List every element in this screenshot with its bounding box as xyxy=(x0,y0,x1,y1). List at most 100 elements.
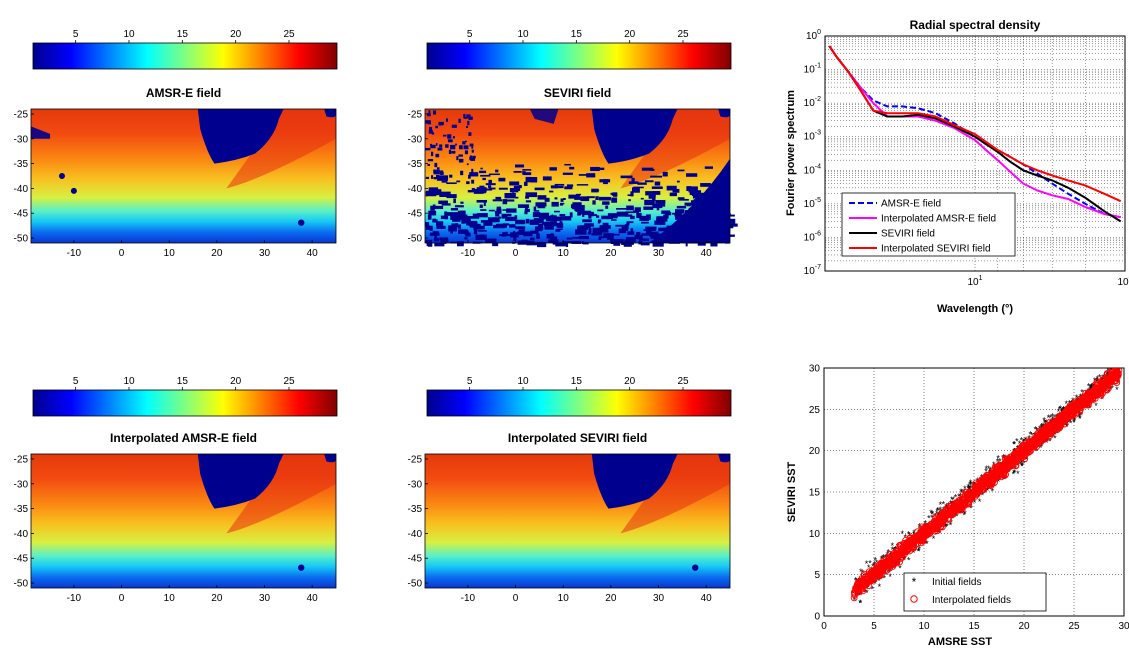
colorbar-tick-label: 5 xyxy=(467,376,473,387)
map-y-tick-label: -40 xyxy=(14,529,29,540)
scatter-point-interpolated xyxy=(1053,423,1061,431)
scatter-point-initial: * xyxy=(1001,452,1005,462)
scatter-point-initial: * xyxy=(1022,436,1026,446)
legend-label-initial: Initial fields xyxy=(932,577,981,588)
scatter-point-initial: * xyxy=(871,585,875,595)
scatter-point-interpolated xyxy=(853,583,861,591)
map-x-tick-label: -10 xyxy=(461,248,476,259)
scatter-point-initial: * xyxy=(917,546,921,556)
colorbar xyxy=(32,42,338,70)
spectrum-xlabel: Wavelength (°) xyxy=(937,303,1013,315)
scatter-point-initial: * xyxy=(963,511,967,521)
scatter-point-initial: * xyxy=(1013,440,1017,450)
scatter-point-initial: * xyxy=(1072,417,1076,427)
scatter-point-initial: * xyxy=(1043,417,1047,427)
colorbar-tick-label: 15 xyxy=(571,29,583,40)
map-x-tick-label: 30 xyxy=(653,593,665,604)
map-y-tick-label: -25 xyxy=(408,109,423,120)
scatter-point-interpolated xyxy=(1084,390,1092,398)
scatter-point-initial: * xyxy=(1048,436,1052,446)
scatter-point-initial: * xyxy=(985,485,989,495)
scatter-point-interpolated xyxy=(965,488,973,496)
scatter-point-initial: * xyxy=(1091,381,1095,391)
colorbar-tick-label: 25 xyxy=(283,29,295,40)
scatter-x-tick-label: 5 xyxy=(871,621,877,632)
scatter-point-initial: * xyxy=(931,509,935,519)
scatter-point-interpolated xyxy=(889,563,897,570)
scatter-point-interpolated xyxy=(1053,418,1061,426)
scatter-point-initial: * xyxy=(1015,436,1019,446)
scatter-point-initial: * xyxy=(1001,454,1005,464)
scatter-point-initial: * xyxy=(871,561,875,571)
scatter-point-interpolated xyxy=(868,574,876,582)
scatter-point-initial: * xyxy=(969,480,973,490)
scatter-point-interpolated xyxy=(989,473,997,481)
scatter-point-initial: * xyxy=(1020,461,1024,471)
scatter-point-interpolated xyxy=(887,555,895,563)
scatter-point-interpolated xyxy=(917,531,924,538)
scatter-point-initial: * xyxy=(944,522,948,532)
map-x-tick-label: 30 xyxy=(653,248,665,259)
legend-series-label: Interpolated SEVIRI field xyxy=(881,244,991,255)
scatter-point-initial: * xyxy=(1005,469,1009,479)
scatter-point-interpolated xyxy=(1012,462,1020,470)
scatter-point-initial: * xyxy=(951,495,955,505)
scatter-point-initial: * xyxy=(1098,372,1102,382)
scatter-point-initial: * xyxy=(969,478,973,488)
scatter-y-tick-label: 0 xyxy=(814,612,820,623)
scatter-point-initial: * xyxy=(956,509,960,519)
map-y-tick-label: -35 xyxy=(408,504,423,515)
scatter-point-interpolated xyxy=(975,485,983,493)
spectrum-y-tick-label: 10-4 xyxy=(804,163,821,176)
map-y-tick-label: -35 xyxy=(14,504,29,515)
scatter-point-initial: * xyxy=(988,469,992,479)
scatter-point-interpolated xyxy=(1096,381,1104,389)
scatter-point-initial: * xyxy=(1016,469,1020,479)
scatter-point-initial: * xyxy=(968,480,972,490)
map-y-tick-label: -30 xyxy=(408,479,423,490)
scatter-point-initial: * xyxy=(1072,417,1076,427)
scatter-point-interpolated xyxy=(1071,405,1079,413)
scatter-point-initial: * xyxy=(944,523,948,533)
scatter-point-initial: * xyxy=(1038,424,1042,434)
scatter-point-interpolated xyxy=(877,564,885,572)
scatter-point-interpolated xyxy=(972,479,980,487)
colorbar-tick-label: 25 xyxy=(677,29,689,40)
scatter-point-initial: * xyxy=(917,545,921,555)
scatter-point-interpolated xyxy=(1001,470,1009,478)
map-title: SEVIRI field xyxy=(544,86,611,100)
scatter-point-initial: * xyxy=(936,527,940,537)
scatter-point-initial: * xyxy=(939,507,943,517)
scatter-point-interpolated xyxy=(1064,413,1072,421)
scatter-point-initial: * xyxy=(877,576,881,586)
spectrum-y-tick-label: 10-3 xyxy=(804,130,821,143)
map-x-tick-label: 20 xyxy=(211,248,223,259)
colorbar-tick-label: 5 xyxy=(467,29,473,40)
scatter-point-interpolated xyxy=(955,501,963,509)
scatter-point-initial: * xyxy=(907,555,911,565)
map-x-tick-label: 0 xyxy=(513,248,519,259)
scatter-y-tick-label: 25 xyxy=(809,405,821,416)
scatter-point-interpolated xyxy=(1046,432,1054,440)
africa-landmass xyxy=(591,454,678,509)
spectrum-y-tick-label: 10-7 xyxy=(804,264,821,277)
scatter-point-initial: * xyxy=(949,521,953,531)
scatter-point-initial: * xyxy=(984,467,988,477)
map-panel: 5 10 15 20 25 Interpolated AMSR-E field -10 0 10… xyxy=(14,376,338,604)
scatter-point-initial: * xyxy=(929,508,933,518)
agulhas-current xyxy=(226,454,336,534)
scatter-point-initial: * xyxy=(969,483,973,493)
colorbar-tick-label: 10 xyxy=(123,376,135,387)
scatter-point-initial: * xyxy=(938,505,942,515)
colorbar-tick-label: 25 xyxy=(283,376,295,387)
colorbar-tick-label: 5 xyxy=(73,29,79,40)
map-panel: 5 10 15 20 25 Interpolated SEVIRI field -10 0 10… xyxy=(408,376,732,604)
scatter-point-initial: * xyxy=(1029,430,1033,440)
scatter-point-initial: * xyxy=(936,506,940,516)
scatter-point-initial: * xyxy=(1107,383,1111,393)
scatter-point-initial: * xyxy=(859,567,863,577)
scatter-point-interpolated xyxy=(906,535,914,542)
map-y-tick-label: -50 xyxy=(408,234,423,245)
scatter-point-initial: * xyxy=(854,575,858,585)
scatter-point-interpolated xyxy=(1006,455,1014,463)
